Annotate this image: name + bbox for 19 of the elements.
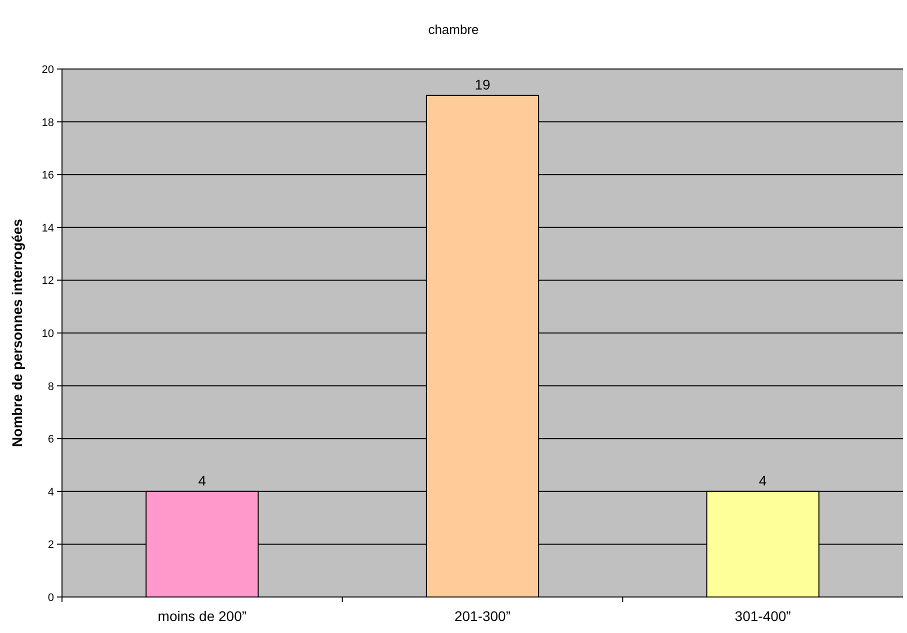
y-tick-label: 20	[42, 64, 54, 76]
y-tick-label: 18	[42, 116, 54, 129]
x-tick-label: 301-400”	[734, 608, 792, 624]
y-tick-label: 10	[42, 328, 54, 340]
y-tick-label: 16	[42, 170, 54, 182]
data-label: 4	[198, 472, 206, 488]
x-tick-label: moins de 200”	[158, 608, 247, 624]
y-tick-label: 4	[48, 486, 54, 498]
y-tick-label: 2	[48, 539, 54, 552]
chart-title: chambre	[428, 22, 479, 37]
y-tick-label: 6	[48, 434, 54, 446]
y-tick-label: 14	[42, 222, 54, 234]
data-label: 4	[758, 472, 767, 488]
y-axis-title: Nombre de personnes interrogées	[9, 218, 25, 447]
x-tick-label: 201-300”	[454, 608, 511, 624]
y-tick-label: 8	[48, 380, 54, 393]
y-tick-label: 0	[48, 592, 54, 604]
y-tick-label: 12	[42, 275, 54, 288]
data-label: 19	[474, 76, 490, 92]
